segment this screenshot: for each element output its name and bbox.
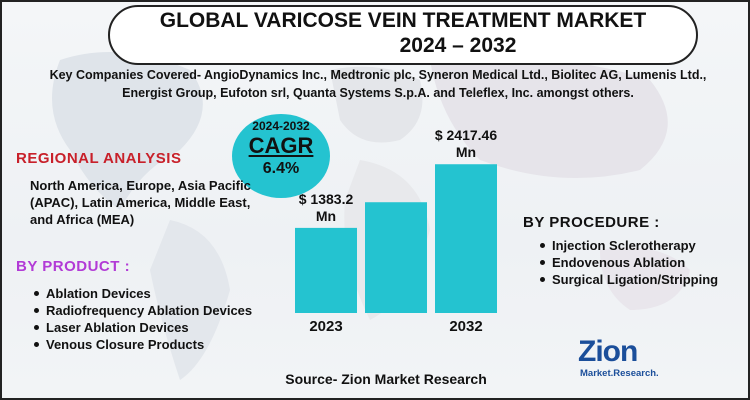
- cagr-years: 2024-2032: [252, 119, 310, 133]
- regional-analysis-text: North America, Europe, Asia Pacific (APA…: [30, 178, 251, 227]
- x-tick-label: 2023: [309, 318, 342, 335]
- title-line-2: 2024 – 2032: [399, 34, 517, 57]
- bar-2023: [295, 227, 357, 313]
- x-tick-label: 2032: [449, 318, 482, 335]
- logo-name: Zion: [578, 335, 638, 368]
- regional-analysis-heading: REGIONAL ANALYSIS: [16, 150, 182, 167]
- logo-tagline: Market.Research.: [580, 368, 659, 379]
- title-line-1: GLOBAL VARICOSE VEIN TREATMENT MARKET: [159, 9, 647, 32]
- title-banner: [108, 5, 698, 65]
- data-label: $ 1383.2: [299, 191, 354, 207]
- list-item: Laser Ablation Devices: [32, 319, 252, 336]
- cagr-label: CAGR: [248, 133, 314, 158]
- list-item: Ablation Devices: [32, 285, 252, 302]
- list-item: Injection Sclerotherapy: [538, 237, 718, 254]
- cagr-badge: [232, 114, 330, 198]
- data-label: $ 2417.46: [435, 127, 497, 143]
- data-label-unit: Mn: [316, 208, 336, 224]
- list-item: Surgical Ligation/Stripping: [538, 271, 718, 288]
- source-note: Source- Zion Market Research: [285, 371, 487, 387]
- product-list: Ablation Devices Radiofrequency Ablation…: [32, 285, 252, 353]
- page-title: GLOBAL VARICOSE VEIN TREATMENT MARKET 20…: [108, 8, 698, 58]
- by-product-heading: BY PRODUCT :: [16, 258, 131, 275]
- bar-2032: [435, 164, 497, 313]
- zion-logo: Zion Market.Research.: [578, 337, 678, 387]
- cagr-value: 6.4%: [262, 160, 300, 177]
- procedure-list: Injection Sclerotherapy Endovenous Ablat…: [538, 237, 718, 288]
- list-item: Radiofrequency Ablation Devices: [32, 302, 252, 319]
- by-procedure-heading: BY PROCEDURE :: [523, 214, 660, 231]
- key-companies-text: Key Companies Covered- AngioDynamics Inc…: [49, 68, 707, 100]
- data-label-unit: Mn: [456, 144, 476, 160]
- list-item: Endovenous Ablation: [538, 254, 718, 271]
- bar-middle: [365, 202, 427, 313]
- list-item: Venous Closure Products: [32, 336, 252, 353]
